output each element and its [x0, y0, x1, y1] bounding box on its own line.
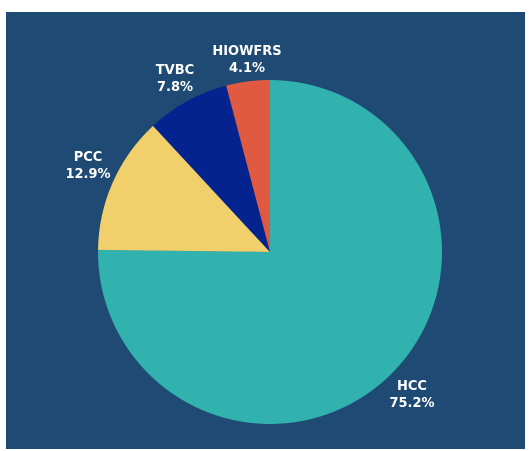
pie-label-hiowfrs: HIOWFRS 4.1% — [212, 44, 281, 76]
pie-slice-tvbc — [153, 85, 270, 252]
pie-label-value: 75.2% — [389, 396, 434, 411]
pie-label-name: HIOWFRS — [212, 44, 281, 59]
pie-label-pcc: PCC 12.9% — [65, 150, 110, 182]
pie-slice-pcc — [98, 125, 270, 252]
pie-label-name: PCC — [74, 150, 103, 165]
pie-slice-hiowfrs — [226, 80, 270, 252]
pie-label-name: TVBC — [156, 63, 194, 78]
pie-slices — [97, 80, 443, 424]
pie-label-value: 4.1% — [229, 61, 265, 76]
pie-labels: HCC 75.2% PCC 12.9% TVBC 7.8% HIOWFRS 4.1% — [65, 44, 434, 411]
pie-label-value: 12.9% — [65, 167, 110, 182]
pie-label-name: HCC — [397, 379, 427, 394]
pie-label-hcc: HCC 75.2% — [389, 379, 434, 411]
pie-label-value: 7.8% — [157, 80, 193, 95]
pie-label-tvbc: TVBC 7.8% — [156, 63, 194, 95]
